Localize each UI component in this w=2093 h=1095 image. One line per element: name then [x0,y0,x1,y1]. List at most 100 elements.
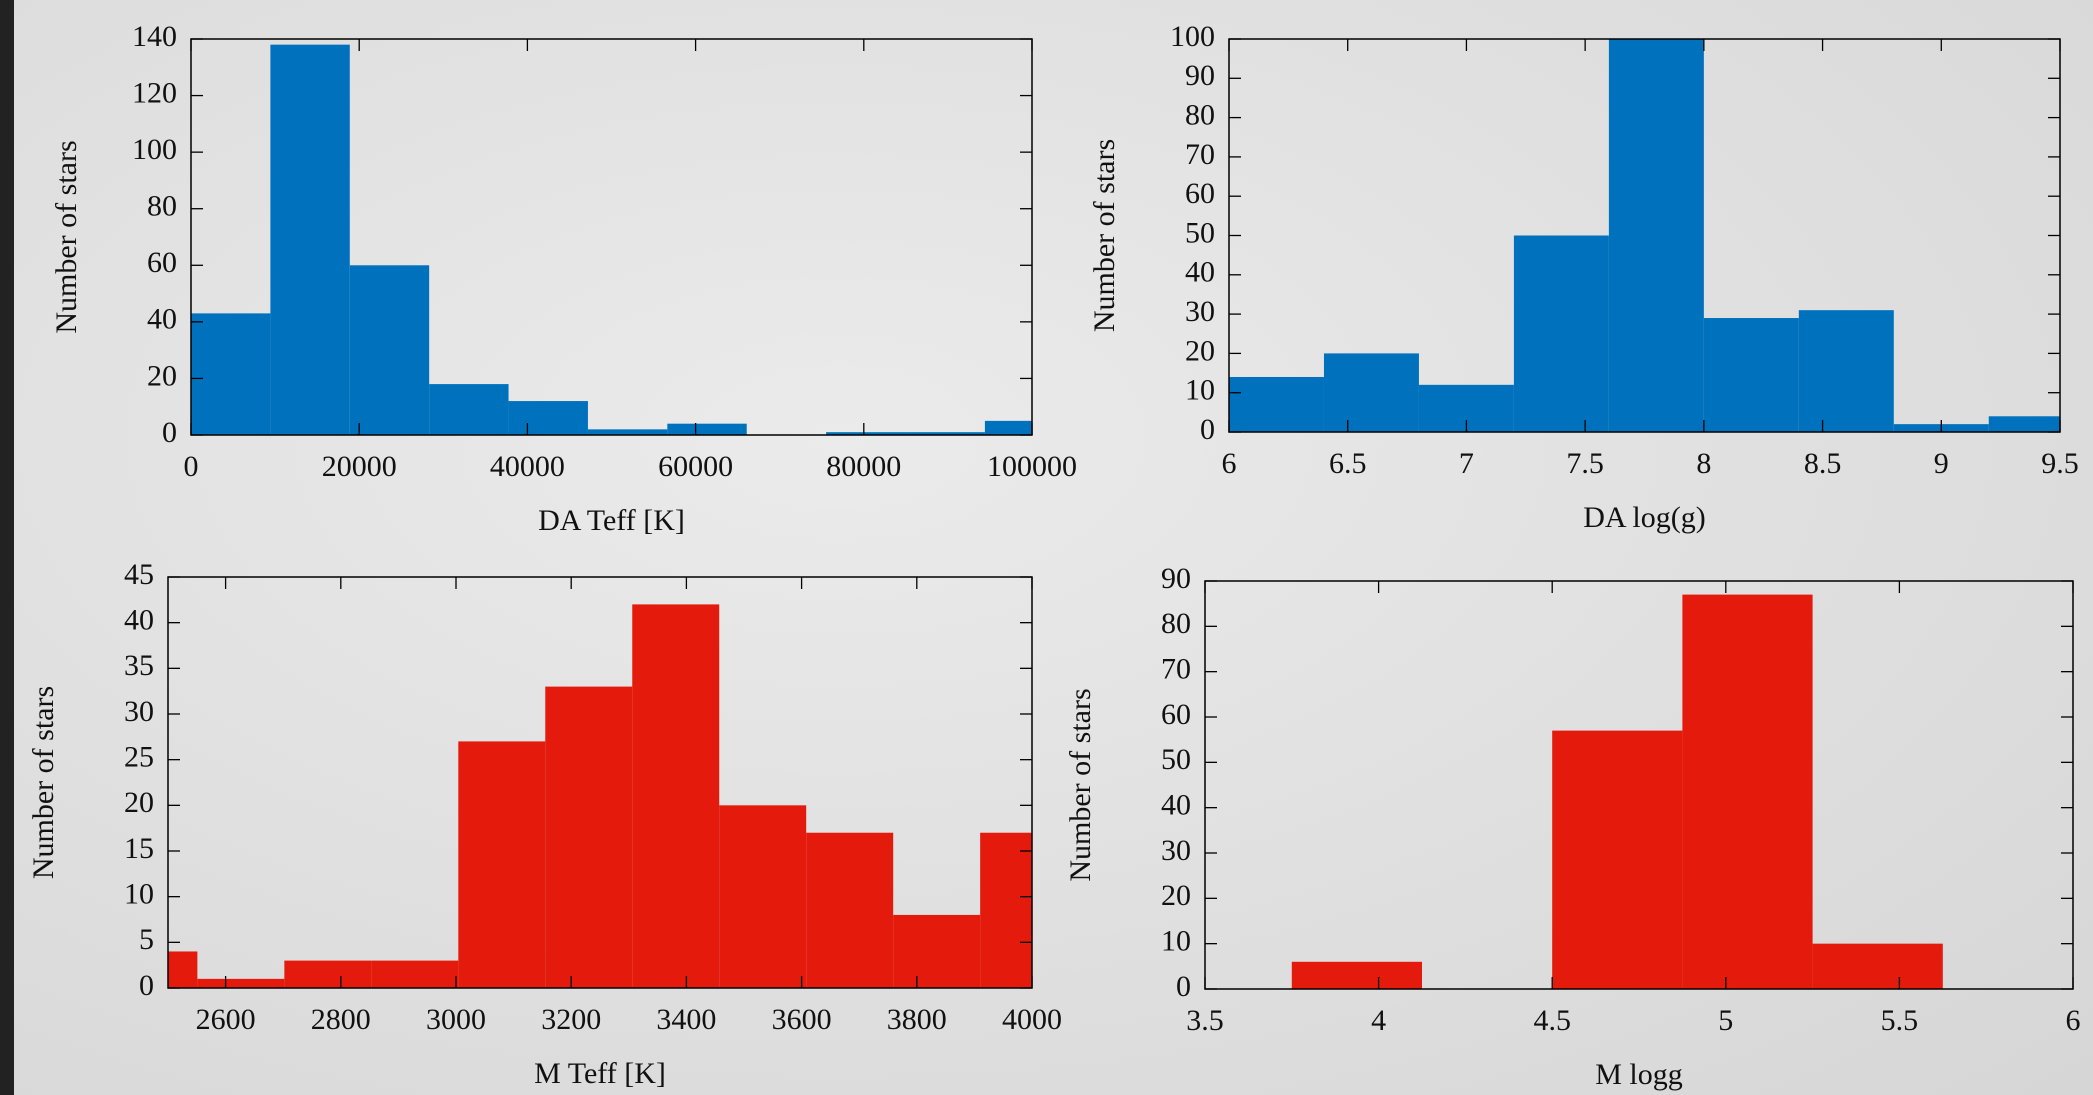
y-tick-label: 10 [1161,925,1191,958]
y-tick-label: 30 [1161,834,1191,867]
x-tick-label: 4.5 [1533,1004,1571,1037]
x-axis-label: M logg [1595,1058,1683,1091]
y-tick-label: 30 [124,695,154,728]
bar [985,421,1064,435]
y-tick-label: 40 [124,604,154,637]
y-tick-label: 50 [1185,216,1215,249]
y-tick-label: 35 [124,649,154,682]
y-axis-label: Number of stars [1088,139,1121,332]
y-tick-label: 5 [139,923,154,956]
bars [1292,595,1943,989]
bar [1552,731,1682,989]
y-tick-label: 120 [132,76,177,109]
bar [284,961,371,988]
x-tick-label: 4000 [1002,1003,1062,1036]
y-tick-label: 40 [1185,256,1215,289]
x-tick-label: 60000 [658,450,733,483]
y-axis-label: Number of stars [1064,688,1097,881]
bar [270,45,349,435]
x-tick-label: 5.5 [1881,1004,1919,1037]
bar [1799,310,1894,432]
x-tick-label: 40000 [490,450,565,483]
y-tick-label: 90 [1185,59,1215,92]
y-tick-label: 0 [162,416,177,449]
x-tick-label: 7.5 [1566,447,1604,480]
bars [1229,39,2084,432]
bar [632,604,719,988]
bar [509,401,588,435]
y-tick-label: 0 [1200,413,1215,446]
y-tick-label: 90 [1161,562,1191,595]
y-tick-label: 80 [1185,98,1215,131]
bar [1229,377,1324,432]
y-tick-label: 60 [147,246,177,279]
x-axis-label: DA log(g) [1583,501,1706,534]
y-tick-label: 15 [124,832,154,865]
y-tick-label: 70 [1161,653,1191,686]
x-tick-label: 80000 [826,450,901,483]
bar [667,424,746,435]
x-tick-label: 20000 [322,450,397,483]
bar [588,429,667,435]
x-tick-label: 3.5 [1186,1004,1224,1037]
x-tick-label: 3800 [887,1003,947,1036]
y-tick-label: 100 [1170,20,1215,53]
bar [1682,595,1812,989]
bar [350,265,429,435]
y-tick-label: 10 [1185,374,1215,407]
y-tick-label: 0 [139,969,154,1002]
y-axis-label: Number of stars [27,686,60,879]
y-tick-label: 60 [1185,177,1215,210]
y-tick-label: 100 [132,133,177,166]
y-tick-label: 140 [132,20,177,53]
bar [545,687,632,988]
x-tick-label: 6 [2066,1004,2081,1037]
x-axis-label: DA Teff [K] [538,504,685,537]
x-tick-label: 7 [1459,447,1474,480]
y-tick-label: 20 [147,359,177,392]
x-tick-label: 6.5 [1329,447,1367,480]
x-tick-label: 3600 [772,1003,832,1036]
x-tick-label: 6 [1222,447,1237,480]
y-axis-label: Number of stars [50,140,83,333]
x-tick-label: 2600 [196,1003,256,1036]
y-tick-label: 40 [147,303,177,336]
y-tick-label: 0 [1176,970,1191,1003]
x-tick-label: 3000 [426,1003,486,1036]
y-tick-label: 20 [124,786,154,819]
bar [893,915,980,988]
y-tick-label: 40 [1161,789,1191,822]
y-tick-label: 20 [1161,879,1191,912]
x-tick-label: 3200 [541,1003,601,1036]
x-tick-label: 8 [1696,447,1711,480]
chart: 0204060801001201400200004000060000800001… [0,0,2093,1095]
y-tick-label: 80 [147,190,177,223]
bar [197,979,284,988]
x-tick-label: 2800 [311,1003,371,1036]
bar [429,384,508,435]
y-tick-label: 25 [124,741,154,774]
bar [1813,944,1943,989]
x-tick-label: 9 [1934,447,1949,480]
bar [1292,962,1422,989]
left-edge [0,0,14,1095]
x-tick-label: 9.5 [2041,447,2079,480]
x-tick-label: 0 [184,450,199,483]
x-tick-label: 8.5 [1804,447,1842,480]
bar [371,961,458,988]
bar [1514,236,1609,433]
bar [1989,416,2084,432]
y-tick-label: 80 [1161,607,1191,640]
y-tick-label: 10 [124,878,154,911]
bar [1324,353,1419,432]
x-tick-label: 5 [1718,1004,1733,1037]
x-tick-label: 4 [1371,1004,1386,1037]
y-tick-label: 45 [124,558,154,591]
x-tick-label: 100000 [987,450,1077,483]
bar [719,805,806,988]
bars [110,604,1067,988]
bars [191,45,1064,435]
bar [980,833,1067,988]
y-tick-label: 20 [1185,334,1215,367]
y-tick-label: 70 [1185,138,1215,171]
